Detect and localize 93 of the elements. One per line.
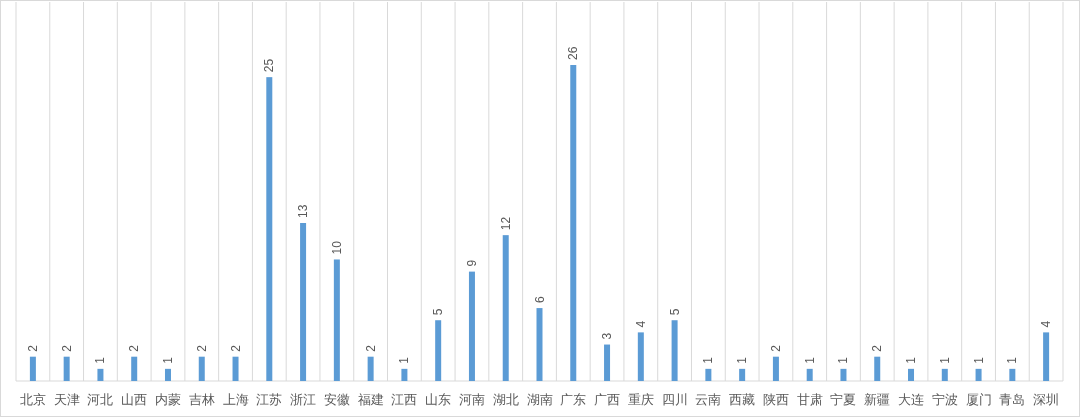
x-tick-label: 福建 — [357, 392, 384, 407]
data-label: 13 — [296, 204, 311, 218]
x-tick-label: 重庆 — [627, 392, 654, 407]
bar — [975, 368, 982, 381]
data-label: 5 — [667, 308, 682, 316]
x-tick-label: 内蒙 — [154, 392, 181, 407]
data-label: 1 — [904, 356, 919, 364]
bar — [604, 344, 611, 381]
data-label: 1 — [701, 356, 716, 364]
x-tick-label: 广西 — [594, 392, 621, 407]
data-label: 10 — [329, 240, 344, 255]
x-tick-label: 江西 — [391, 392, 418, 407]
data-label: 6 — [532, 296, 547, 304]
bar — [198, 356, 205, 381]
data-label: 2 — [59, 344, 74, 352]
bar — [468, 271, 475, 381]
x-tick-label: 深圳 — [1033, 392, 1060, 407]
bar — [874, 356, 881, 381]
x-tick-label: 江苏 — [256, 392, 283, 407]
x-tick-label: 宁夏 — [830, 392, 857, 407]
x-tick-label: 云南 — [695, 392, 722, 407]
bar — [367, 356, 374, 381]
x-tick-label: 上海 — [222, 392, 249, 407]
bar — [502, 235, 509, 381]
data-label: 25 — [262, 58, 277, 73]
x-tick-label: 天津 — [53, 392, 80, 407]
bar — [772, 356, 779, 381]
bar — [705, 368, 712, 381]
bar — [671, 320, 678, 381]
data-label: 2 — [870, 344, 885, 352]
data-label: 5 — [431, 308, 446, 316]
x-tick-label: 湖南 — [526, 392, 553, 407]
x-tick-label: 广东 — [560, 392, 587, 407]
data-label: 1 — [160, 356, 175, 364]
x-tick-label: 甘肃 — [796, 392, 823, 407]
x-tick-label: 北京 — [19, 392, 46, 407]
data-label: 2 — [194, 344, 209, 352]
x-tick-label: 吉林 — [188, 392, 215, 407]
data-label: 9 — [464, 259, 479, 267]
bar — [1043, 332, 1050, 381]
bar — [266, 77, 273, 381]
x-tick-label: 新疆 — [864, 392, 891, 407]
bar — [536, 308, 543, 381]
bar — [840, 368, 847, 381]
bar — [637, 332, 644, 381]
bar — [1009, 368, 1016, 381]
bar — [739, 368, 746, 381]
data-label: 2 — [228, 344, 243, 352]
bar — [232, 356, 239, 381]
data-label: 12 — [498, 216, 513, 231]
x-tick-label: 山东 — [425, 392, 452, 407]
data-label: 3 — [600, 332, 615, 340]
x-tick-label: 宁波 — [931, 392, 958, 407]
bar — [29, 356, 36, 381]
x-tick-label: 青岛 — [999, 392, 1026, 407]
data-label: 1 — [1005, 356, 1020, 364]
data-label: 26 — [566, 46, 581, 60]
x-tick-label: 山西 — [121, 392, 148, 407]
data-label: 1 — [397, 356, 412, 364]
bar — [806, 368, 813, 381]
x-tick-label: 安徽 — [323, 392, 350, 407]
bar — [333, 259, 340, 381]
bar — [570, 65, 577, 381]
data-label: 1 — [971, 356, 986, 364]
bar — [401, 368, 408, 381]
x-tick-label: 大连 — [898, 392, 925, 407]
data-label: 1 — [735, 356, 750, 364]
bar — [97, 368, 104, 381]
bar — [131, 356, 138, 381]
bar — [300, 223, 307, 381]
x-tick-label: 浙江 — [290, 392, 317, 407]
data-label: 1 — [93, 356, 108, 364]
data-label: 1 — [836, 356, 851, 364]
data-label: 2 — [25, 344, 40, 352]
data-label: 1 — [937, 356, 952, 364]
bar — [941, 368, 948, 381]
bar — [435, 320, 442, 381]
x-tick-label: 四川 — [661, 392, 688, 407]
x-tick-label: 厦门 — [965, 392, 992, 407]
bar — [164, 368, 171, 381]
x-tick-label: 湖北 — [492, 392, 519, 407]
bar — [908, 368, 915, 381]
data-label: 2 — [363, 344, 378, 352]
x-tick-label: 陕西 — [762, 392, 789, 407]
x-tick-label: 西藏 — [729, 392, 756, 407]
data-label: 4 — [633, 320, 648, 328]
bar — [63, 356, 70, 381]
data-label: 4 — [1039, 320, 1054, 328]
x-tick-label: 河北 — [87, 392, 114, 407]
data-label: 1 — [802, 356, 817, 364]
data-label: 2 — [127, 344, 142, 352]
data-label: 2 — [768, 344, 783, 352]
x-tick-label: 河南 — [458, 392, 485, 407]
